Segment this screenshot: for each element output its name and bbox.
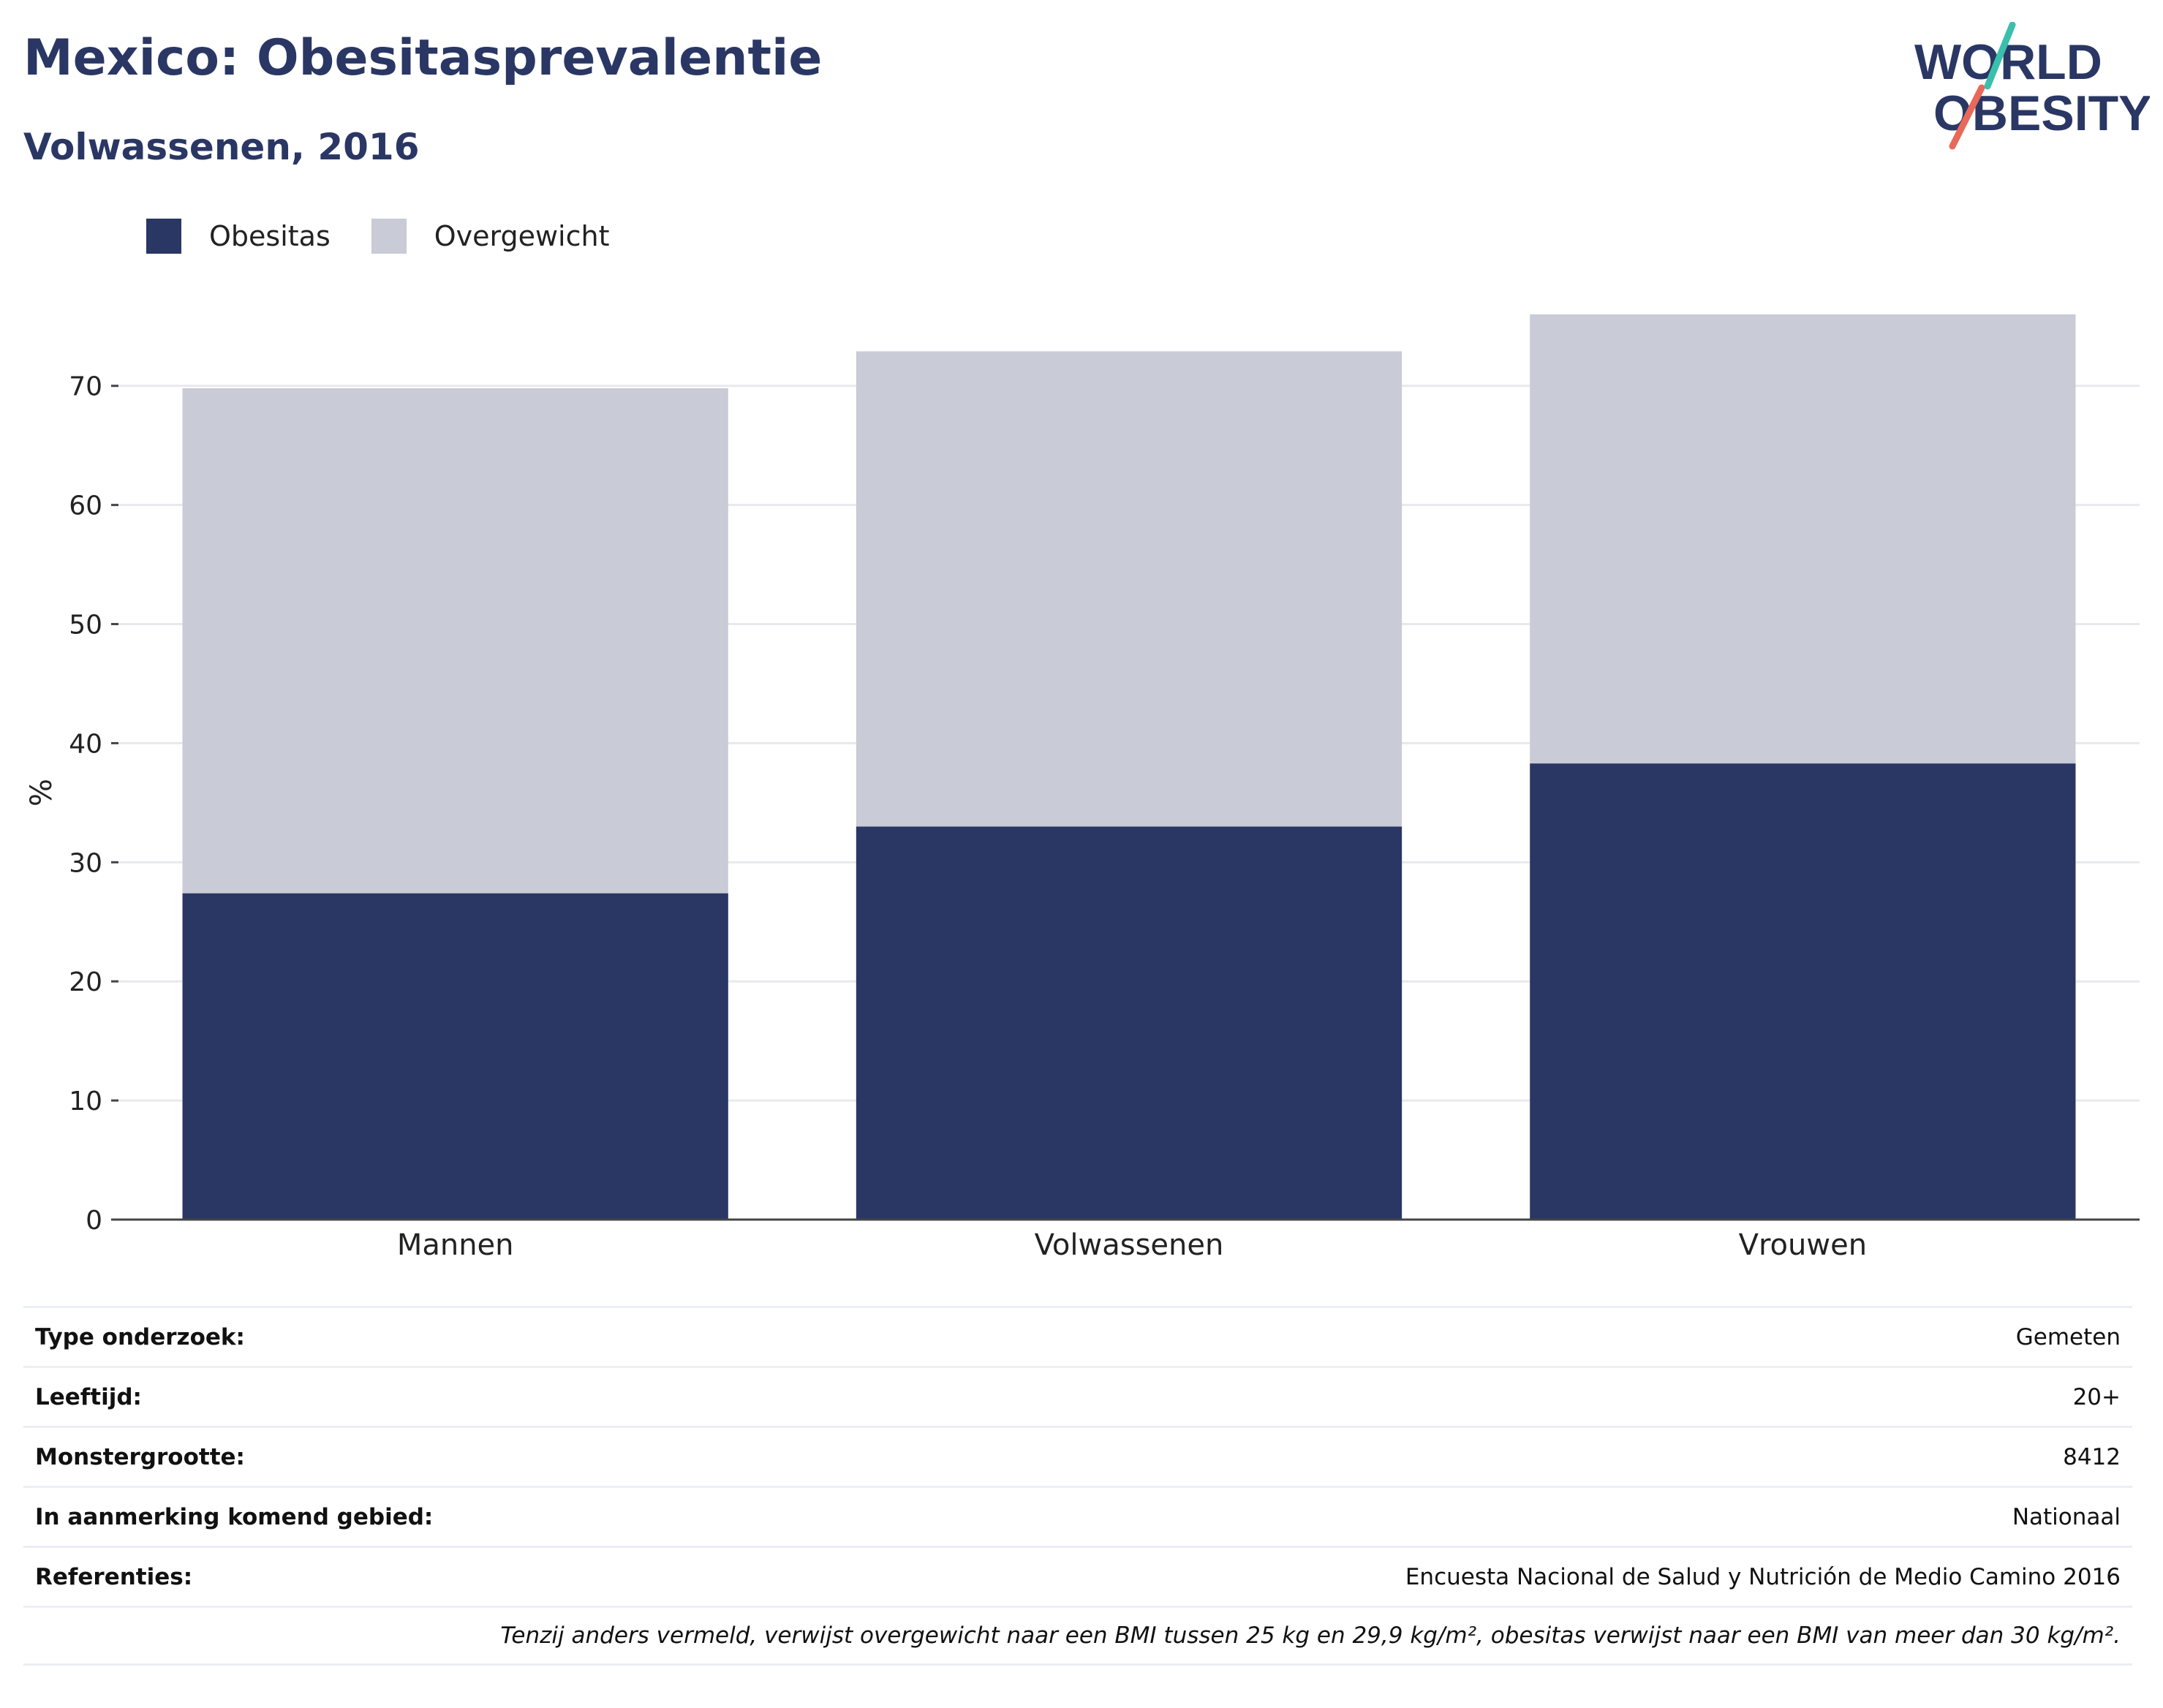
info-label-area: In aanmerking komend gebied: <box>35 1503 434 1530</box>
chart-title: Mexico: Obesitasprevalentie <box>23 29 823 87</box>
info-row-area: In aanmerking komend gebied: Nationaal <box>23 1486 2132 1546</box>
logo-slash-top <box>1984 22 2016 90</box>
x-tick-label: Volwassenen <box>1035 1228 1224 1262</box>
legend-swatch-overgewicht <box>371 219 407 254</box>
x-tick-label: Mannen <box>397 1228 514 1262</box>
info-label-age: Leeftijd: <box>35 1383 142 1410</box>
bar-obesitas-volwassenen <box>856 826 1403 1220</box>
bar-obesitas-vrouwen <box>1530 763 2076 1220</box>
stacked-bar-chart: 0 10 20 30 40 50 60 70% Mannen Volwassenen Vrouwen <box>25 314 2140 1262</box>
info-value-sample-size: 8412 <box>2063 1443 2121 1470</box>
legend-swatch-obesitas <box>146 219 181 254</box>
legend-item-obesitas[interactable]: Obesitas <box>146 219 331 254</box>
bar-overgewicht-volwassenen <box>856 351 1403 827</box>
legend-label-overgewicht: Overgewicht <box>434 220 610 252</box>
y-tick-label: 10 <box>69 1087 102 1116</box>
legend-item-overgewicht[interactable]: Overgewicht <box>371 219 610 254</box>
info-value-age: 20+ <box>2072 1383 2121 1410</box>
info-row-references: Referenties: Encuesta Nacional de Salud … <box>23 1546 2132 1606</box>
info-label-type: Type onderzoek: <box>35 1323 245 1350</box>
chart-subtitle: Volwassenen, 2016 <box>23 126 420 168</box>
y-tick-label: 60 <box>69 491 102 521</box>
bar-overgewicht-vrouwen <box>1530 314 2076 764</box>
info-row-type: Type onderzoek: Gemeten <box>23 1306 2132 1366</box>
info-value-area: Nationaal <box>2012 1503 2121 1530</box>
info-row-sample-size: Monstergrootte: 8412 <box>23 1426 2132 1486</box>
y-tick-label: 50 <box>69 611 102 640</box>
info-note-row: Tenzij anders vermeld, verwijst overgewi… <box>23 1606 2132 1666</box>
world-obesity-logo: WORLD OBESITY <box>1914 22 2150 150</box>
y-tick-label: 30 <box>69 848 102 878</box>
y-tick-label: 40 <box>69 729 102 759</box>
info-table: Type onderzoek: Gemeten Leeftijd: 20+ Mo… <box>23 1306 2132 1666</box>
legend-label-obesitas: Obesitas <box>209 220 331 252</box>
info-label-sample-size: Monstergrootte: <box>35 1443 245 1470</box>
bar-obesitas-mannen <box>182 893 728 1220</box>
logo-slash-bottom <box>1949 84 1985 150</box>
x-tick-label: Vrouwen <box>1739 1228 1867 1262</box>
bar-overgewicht-mannen <box>182 388 728 893</box>
chart-legend: Obesitas Overgewicht <box>146 218 651 254</box>
info-value-references: Encuesta Nacional de Salud y Nutrición d… <box>1405 1563 2121 1590</box>
definition-note: Tenzij anders vermeld, verwijst overgewi… <box>500 1622 2121 1649</box>
info-label-references: Referenties: <box>35 1563 193 1590</box>
y-tick-label: 70 <box>69 372 102 402</box>
info-value-type: Gemeten <box>2015 1323 2121 1350</box>
y-tick-label: 0 <box>86 1206 102 1236</box>
y-tick-label: 20 <box>69 967 102 997</box>
info-row-age: Leeftijd: 20+ <box>23 1366 2132 1426</box>
y-axis-label: % <box>25 779 58 806</box>
